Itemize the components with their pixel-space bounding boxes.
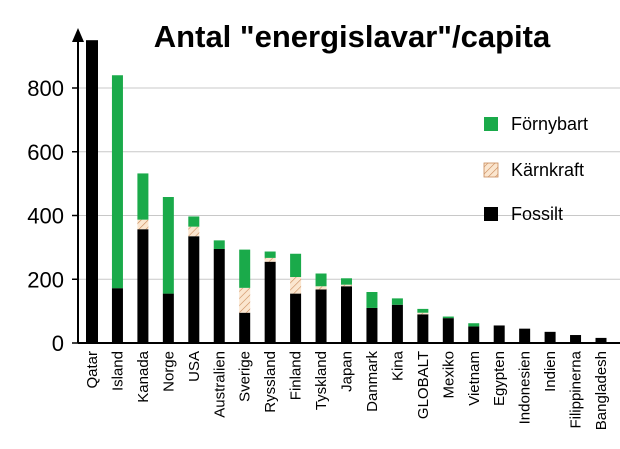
x-label-island: Island [109, 351, 126, 391]
x-label-ryssland: Ryssland [262, 351, 279, 413]
bar-island-fossilt [111, 288, 123, 343]
bar-indonesien-fossilt [519, 328, 531, 343]
x-label-egypten: Egypten [491, 351, 508, 406]
bar-vietnam-fossilt [468, 326, 480, 343]
y-tick-label-400: 400 [27, 204, 64, 229]
legend-swatch-fossilt [484, 207, 498, 221]
bar-danmark-fossilt [366, 307, 378, 343]
y-axis-arrow [72, 28, 84, 42]
bar-mexiko-fornybart [442, 316, 454, 319]
x-label-kina: Kina [389, 350, 406, 381]
bar-globalt-fossilt [417, 314, 429, 343]
bar-kina-fossilt [391, 304, 403, 343]
bar-vietnam-fornybart [468, 323, 480, 327]
x-label-indien: Indien [542, 351, 559, 392]
legend: Förnybart Kärnkraft Fossilt [483, 114, 588, 224]
bar-finland-karnkraft [290, 277, 302, 294]
bar-bangladesh-fossilt [595, 337, 607, 343]
x-label-usa: USA [186, 351, 203, 382]
x-label-norge: Norge [160, 351, 177, 392]
bar-usa-karnkraft [188, 226, 200, 237]
bar-island-fornybart [111, 75, 123, 289]
bar-kanada-fornybart [137, 173, 149, 220]
bar-filippinerna-fossilt [570, 335, 582, 343]
chart-title: Antal "energislavar"/capita [154, 19, 551, 54]
x-label-japan: Japan [339, 351, 356, 392]
bar-ryssland-karnkraft [264, 257, 276, 262]
bar-qatar-fossilt [86, 40, 98, 343]
y-tick-label-0: 0 [52, 331, 64, 356]
bar-egypten-fossilt [493, 325, 505, 343]
bar-sverige-fornybart [239, 249, 251, 288]
x-label-danmark: Danmark [364, 351, 381, 412]
bar-tyskland-fossilt [315, 289, 327, 343]
bars [86, 40, 607, 343]
legend-swatch-fornybart [484, 117, 498, 131]
bar-japan-fornybart [341, 278, 352, 285]
bar-ryssland-fossilt [264, 261, 276, 343]
y-tick-label-200: 200 [27, 267, 64, 292]
bar-norge-fossilt [162, 293, 174, 343]
bar-tyskland-fornybart [315, 273, 327, 287]
x-label-qatar: Qatar [84, 351, 101, 389]
bar-danmark-fornybart [366, 292, 378, 308]
bar-indien-fossilt [544, 331, 556, 343]
legend-swatch-karnkraft [483, 162, 499, 178]
x-label-australien: Australien [211, 351, 228, 418]
bar-ryssland-fornybart [264, 251, 276, 258]
x-label-indonesien: Indonesien [517, 351, 534, 424]
x-label-finland: Finland [288, 351, 305, 400]
bar-mexiko-fossilt [442, 318, 454, 343]
x-label-sverige: Sverige [237, 351, 254, 402]
bar-norge-fornybart [162, 197, 174, 294]
legend-label-fossilt: Fossilt [511, 204, 563, 224]
bar-sverige-fossilt [239, 312, 251, 343]
bar-japan-fossilt [341, 286, 352, 343]
bar-tyskland-karnkraft [315, 286, 327, 290]
axes [72, 28, 620, 344]
bar-globalt-karnkraft [417, 312, 429, 315]
bar-globalt-fornybart [417, 308, 429, 313]
bar-usa-fossilt [188, 236, 200, 343]
x-label-tyskland: Tyskland [313, 351, 330, 410]
legend-label-fornybart: Förnybart [511, 114, 588, 134]
bar-australien-fossilt [213, 248, 225, 343]
x-label-filippinerna: Filippinerna [568, 350, 585, 428]
y-tick-label-600: 600 [27, 140, 64, 165]
x-label-globalt: GLOBALT [415, 351, 432, 419]
bar-finland-fossilt [290, 293, 302, 343]
bar-kanada-karnkraft [137, 219, 149, 230]
bar-sverige-karnkraft [239, 287, 251, 313]
bar-usa-fornybart [188, 216, 200, 227]
x-label-mexiko: Mexiko [440, 351, 457, 399]
legend-label-karnkraft: Kärnkraft [511, 160, 584, 180]
x-label-bangladesh: Bangladesh [593, 351, 610, 430]
bar-kanada-fossilt [137, 229, 149, 343]
x-label-kanada: Kanada [135, 350, 152, 402]
x-label-vietnam: Vietnam [466, 351, 483, 406]
bar-australien-fornybart [213, 240, 225, 249]
bar-japan-karnkraft [341, 284, 352, 287]
y-ticks: 0 200 400 600 800 [27, 76, 64, 356]
bar-kina-fornybart [391, 298, 403, 305]
category-labels: Qatar Island Kanada Norge USA Australien Sveri… [84, 350, 610, 430]
y-tick-label-800: 800 [27, 76, 64, 101]
bar-finland-fornybart [290, 253, 302, 278]
